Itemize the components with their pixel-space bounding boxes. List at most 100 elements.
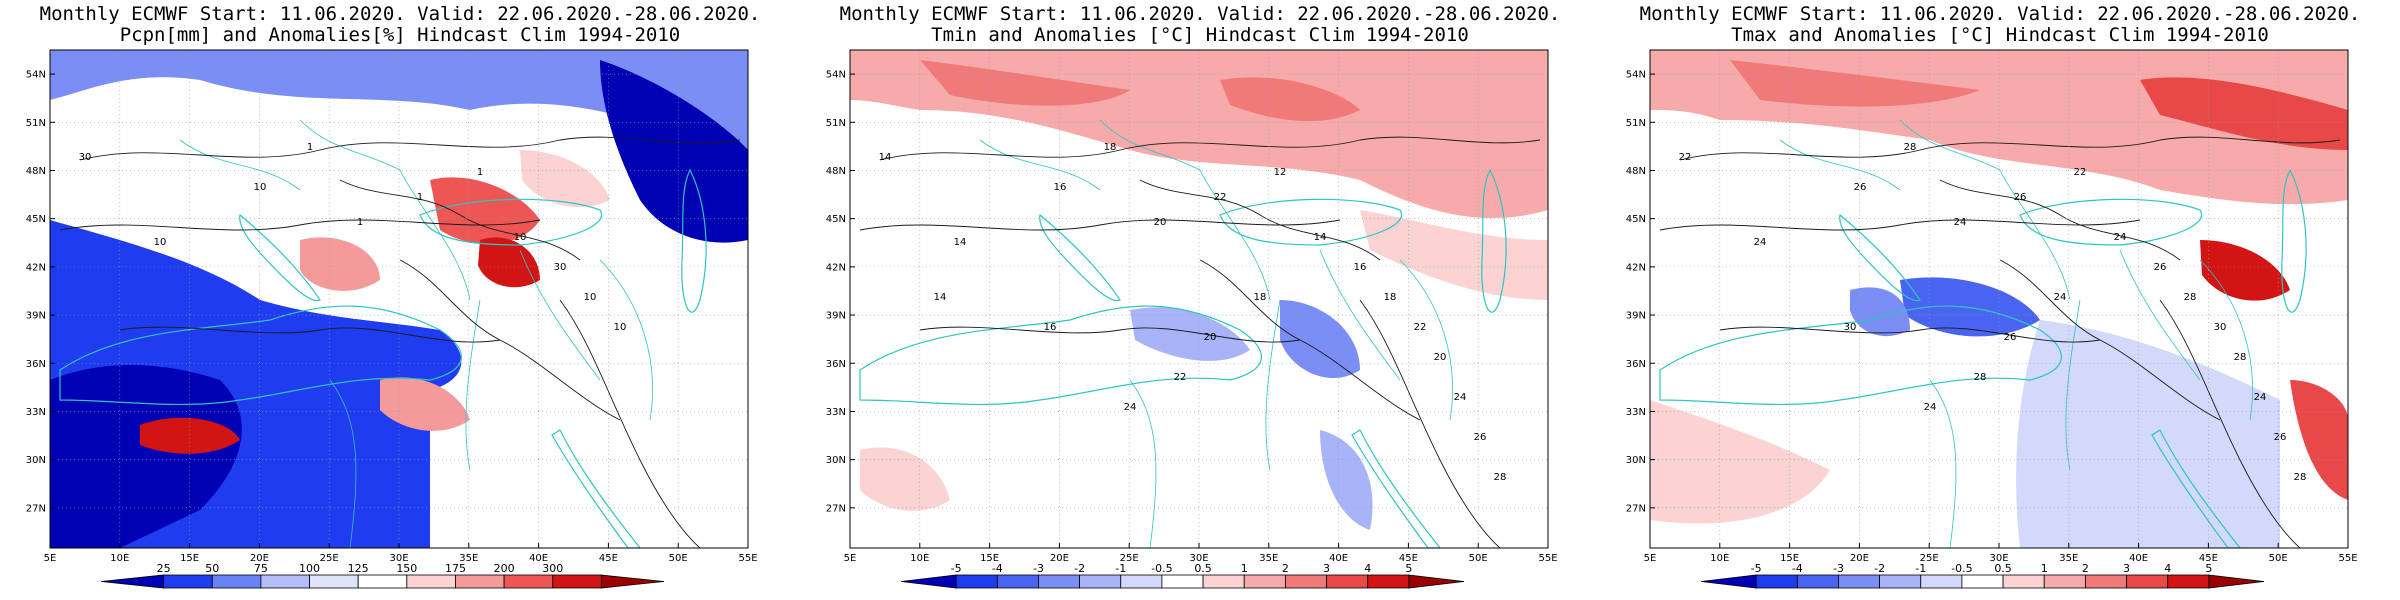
colorbar-swatch xyxy=(1243,574,1286,589)
colorbar-swatch xyxy=(357,574,408,589)
country-border xyxy=(2065,299,2081,471)
lon-label: 45E xyxy=(2199,553,2218,564)
contour-label: 20 xyxy=(1204,332,1217,343)
anomaly-patch xyxy=(920,60,1130,106)
colorbar-label: 100 xyxy=(299,562,320,575)
contour-label: 28 xyxy=(1904,142,1917,153)
lon-label: 30E xyxy=(1189,553,1208,564)
map-field: 30 10 10 1 1 1 1 10 30 10 10 xyxy=(50,50,748,548)
lat-label: 42N xyxy=(26,262,46,273)
map-field: 14 14 16 18 20 22 12 14 16 18 22 20 24 26 28 18 20 22 24 16… xyxy=(850,50,1548,548)
country-border xyxy=(1319,249,1401,381)
lat-label: 42N xyxy=(826,262,846,273)
contour-label: 30 xyxy=(554,262,567,273)
anomaly-patch xyxy=(1650,400,1830,524)
contour-label: 28 xyxy=(1974,372,1987,383)
lat-label: 36N xyxy=(26,359,46,370)
colorbar-swatch xyxy=(260,574,310,589)
contour-label: 24 xyxy=(1954,217,1967,228)
contour-label: 26 xyxy=(2274,432,2287,443)
tmax-panel: Monthly ECMWF Start: 11.06.2020. Valid: … xyxy=(1600,0,2400,600)
contour-label: 10 xyxy=(584,292,597,303)
contour-label: 18 xyxy=(1384,292,1397,303)
lon-label: 50E xyxy=(2269,553,2288,564)
contour-label: 18 xyxy=(1254,292,1267,303)
lat-label: 27N xyxy=(1626,503,1646,514)
colorbar-label: 5 xyxy=(1405,562,1412,575)
contour-label: 16 xyxy=(1044,322,1057,333)
colorbar-swatch xyxy=(2084,574,2127,589)
colorbar-swatch xyxy=(1961,574,2004,589)
contour-label: 28 xyxy=(2234,352,2247,363)
coastline xyxy=(2151,429,2241,548)
colorbar-swatch xyxy=(1920,574,1963,589)
country-border xyxy=(1399,259,1453,421)
coastline xyxy=(681,168,707,313)
tmax-map: 2224262824262224262830282426282426282430… xyxy=(1626,49,2358,589)
colorbar-label: -0.5 xyxy=(1151,562,1172,575)
contour-label: 14 xyxy=(1314,232,1327,243)
panel-title-line1: Monthly ECMWF Start: 11.06.2020. Valid: … xyxy=(39,3,761,25)
anomaly-patch xyxy=(860,447,950,511)
coastline xyxy=(859,305,1262,406)
country-border xyxy=(399,169,471,301)
lat-label: 33N xyxy=(1626,407,1646,418)
colorbar-swatch xyxy=(503,574,554,589)
lon-label: 20E xyxy=(250,553,269,564)
colorbar-label: 1 xyxy=(2041,562,2048,575)
colorbar-swatch xyxy=(1755,574,1798,589)
colorbar-label: -5 xyxy=(1751,562,1762,575)
colorbar-label: -2 xyxy=(1874,562,1885,575)
colorbar-swatch xyxy=(2126,574,2169,589)
colorbar-arrow-high xyxy=(1408,574,1465,589)
anomaly-patch xyxy=(1730,60,1980,107)
contour-label: 22 xyxy=(2074,167,2087,178)
lon-label: 20E xyxy=(1050,553,1069,564)
contour-label: 1 xyxy=(357,217,363,228)
colorbar-label: -1 xyxy=(1915,562,1926,575)
country-border xyxy=(179,139,301,191)
contour-label: 10 xyxy=(514,232,527,243)
colorbar-swatch xyxy=(1161,574,1204,589)
lat-label: 48N xyxy=(826,166,846,177)
lon-label: 15E xyxy=(1780,553,1799,564)
country-border xyxy=(1199,169,1271,301)
colorbar-label: 4 xyxy=(1364,562,1371,575)
lat-label: 30N xyxy=(826,455,846,466)
lon-label: 25E xyxy=(1120,553,1139,564)
colorbar-label: -3 xyxy=(1033,562,1044,575)
lon-label: 55E xyxy=(738,553,757,564)
colorbar-label: 25 xyxy=(157,562,171,575)
coastline xyxy=(1481,168,1507,313)
anomaly-patch xyxy=(1220,77,1360,122)
country-border xyxy=(299,119,401,171)
colorbar-label: 75 xyxy=(254,562,268,575)
contour-label: 30 xyxy=(2214,322,2227,333)
lon-label: 50E xyxy=(669,553,688,564)
contour-label: 10 xyxy=(254,182,267,193)
lat-label: 36N xyxy=(1626,359,1646,370)
lon-label: 35E xyxy=(459,553,478,564)
anomaly-patch xyxy=(1320,430,1373,530)
country-border xyxy=(1099,119,1201,171)
contour-line xyxy=(919,326,1301,343)
lat-label: 51N xyxy=(26,118,46,129)
lon-label: 35E xyxy=(1259,553,1278,564)
anomaly-patch xyxy=(1280,300,1360,379)
contour-label: 22 xyxy=(1174,372,1187,383)
contour-label: 26 xyxy=(2004,332,2017,343)
colorbar-swatch xyxy=(211,574,262,589)
colorbar-swatch xyxy=(1326,574,1369,589)
lat-label: 54N xyxy=(1626,70,1646,81)
country-border xyxy=(465,299,481,471)
contour-line xyxy=(1999,259,2221,421)
lon-label: 5E xyxy=(44,553,57,564)
contour-label: 28 xyxy=(1494,472,1507,483)
lon-label: 10E xyxy=(1710,553,1729,564)
anomaly-patch xyxy=(140,417,240,454)
colorbar-arrow-low xyxy=(1700,574,1757,589)
contour-label: 22 xyxy=(1679,152,1692,163)
country-border xyxy=(329,379,357,548)
lat-label: 42N xyxy=(1626,262,1646,273)
colorbar-swatch xyxy=(309,574,359,589)
